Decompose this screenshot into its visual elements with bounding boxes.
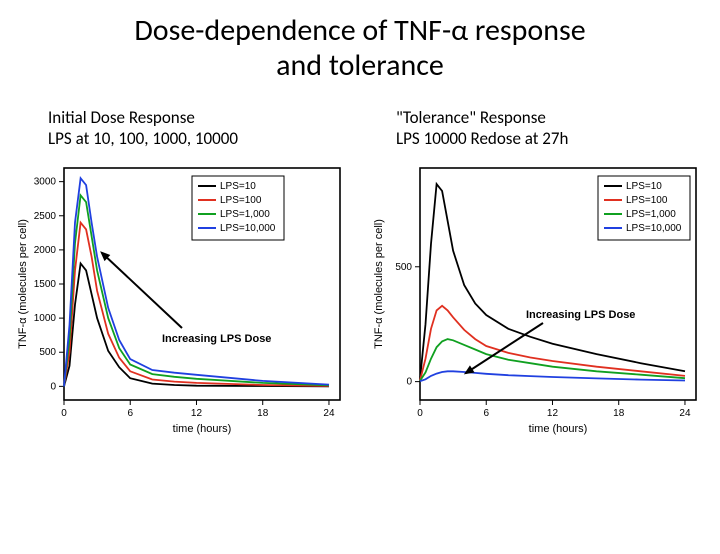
series-line: [420, 339, 685, 381]
x-tick-label: 6: [127, 408, 133, 419]
left-subtitle-line-2: LPS at 10, 100, 1000, 10000: [48, 128, 238, 149]
legend-label: LPS=100: [626, 195, 668, 206]
left-chart-svg: 0 6 12 18 24 0 500 1000 1500 2000 2500 3000 time (ho…: [12, 158, 352, 438]
left-chart: 0 6 12 18 24 0 500 1000 1500 2000 2500 3000 time (ho…: [12, 158, 352, 438]
y-tick-label: 1500: [34, 279, 57, 290]
x-axis-label: time (hours): [529, 423, 588, 435]
left-subtitle: Initial Dose Response LPS at 10, 100, 10…: [0, 107, 372, 150]
x-tick-label: 18: [257, 408, 269, 419]
legend-label: LPS=10,000: [626, 223, 682, 234]
y-tick-label: 2500: [34, 210, 57, 221]
legend-label: LPS=1,000: [626, 209, 676, 220]
legend-label: LPS=10: [626, 181, 662, 192]
right-chart: 0 6 12 18 24 0 500 time (hours) TNF-α (molecules…: [368, 158, 708, 438]
x-tick-label: 18: [613, 408, 625, 419]
page-title: Dose-dependence of TNF-α response and to…: [0, 14, 720, 83]
series-line: [64, 222, 329, 386]
x-axis-label: time (hours): [173, 423, 232, 435]
right-subtitle-line-1: "Tolerance" Response: [396, 107, 546, 128]
title-line-1: Dose-dependence of TNF-α response: [134, 12, 585, 49]
legend-label: LPS=10: [220, 181, 256, 192]
right-subtitle-line-2: LPS 10000 Redose at 27h: [396, 128, 568, 149]
legend-label: LPS=10,000: [220, 223, 276, 234]
y-tick-label: 500: [395, 261, 412, 272]
y-tick-label: 0: [50, 381, 56, 392]
x-tick-label: 24: [323, 408, 335, 419]
y-tick-label: 3000: [34, 176, 57, 187]
right-subtitle: "Tolerance" Response LPS 10000 Redose at…: [372, 107, 720, 150]
y-axis-label: TNF-α (molecules per cell): [17, 219, 29, 349]
y-axis-label: TNF-α (molecules per cell): [373, 219, 385, 349]
x-tick-label: 0: [61, 408, 67, 419]
x-tick-label: 12: [547, 408, 559, 419]
legend-label: LPS=1,000: [220, 209, 270, 220]
legend-label: LPS=100: [220, 195, 262, 206]
y-tick-label: 1000: [34, 313, 57, 324]
annotation-text: Increasing LPS Dose: [162, 333, 271, 345]
x-tick-label: 6: [483, 408, 489, 419]
annotation-text: Increasing LPS Dose: [526, 309, 635, 321]
y-tick-label: 500: [39, 347, 56, 358]
right-chart-svg: 0 6 12 18 24 0 500 time (hours) TNF-α (molecules…: [368, 158, 708, 438]
charts-row: 0 6 12 18 24 0 500 1000 1500 2000 2500 3000 time (ho…: [0, 158, 720, 438]
y-tick-label: 2000: [34, 244, 57, 255]
annotation-arrow: [466, 323, 543, 373]
x-tick-label: 0: [417, 408, 423, 419]
subtitle-row: Initial Dose Response LPS at 10, 100, 10…: [0, 107, 720, 150]
y-tick-label: 0: [406, 376, 412, 387]
left-subtitle-line-1: Initial Dose Response: [48, 107, 195, 128]
title-line-2: and tolerance: [276, 47, 444, 84]
x-tick-label: 24: [679, 408, 691, 419]
series-line: [64, 263, 329, 386]
x-tick-label: 12: [191, 408, 203, 419]
annotation-arrow: [102, 253, 182, 328]
series-line: [420, 371, 685, 381]
